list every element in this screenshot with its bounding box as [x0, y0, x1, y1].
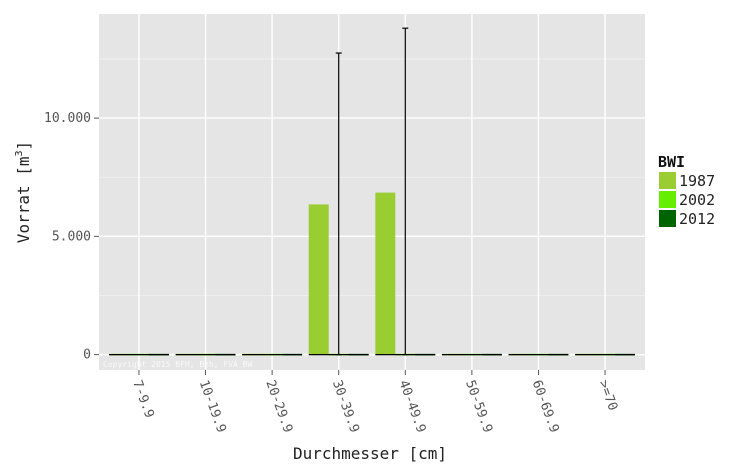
x-tick-label: 50-59.9 [462, 378, 495, 435]
x-tick-label: 30-39.9 [329, 378, 362, 435]
y-axis-title-superscript: 3 [14, 150, 25, 156]
x-axis-ticks: 7-9.9 10-19.9 20-29.9 30-39.9 40-49.9 50-59.9… [129, 370, 620, 435]
legend-swatch [659, 210, 676, 227]
legend-swatch [659, 191, 676, 208]
y-axis-title: Vorrat [m3] [14, 141, 33, 243]
copyright-watermark: Copyright 2015 BFH, Bzh, FVA BW [103, 360, 252, 369]
bars [108, 192, 636, 356]
y-axis-title-close: ] [14, 141, 33, 151]
x-tick-label: 7-9.9 [129, 378, 156, 420]
y-axis-ticks: 0 5.000 10.000 [44, 111, 99, 363]
x-tick-label: 60-69.9 [529, 378, 562, 435]
y-tick-label: 5.000 [52, 229, 91, 244]
y-tick-label: 0 [83, 348, 91, 363]
bar [308, 204, 329, 355]
y-tick-label: 10.000 [44, 111, 91, 126]
error-bars [335, 27, 409, 356]
plot-panel [99, 14, 645, 370]
legend-swatch [659, 172, 676, 189]
x-axis-title: Durchmesser [cm] [293, 444, 447, 463]
legend-title: BWI [658, 153, 685, 171]
x-tick-label: 40-49.9 [396, 378, 429, 435]
legend-label: 2002 [679, 191, 715, 209]
y-axis-title-main: Vorrat [m [14, 156, 33, 243]
bar [375, 192, 396, 355]
x-tick-label: 20-29.9 [262, 378, 295, 435]
legend-label: 2012 [679, 210, 715, 228]
x-tick-label: 10-19.9 [196, 378, 229, 435]
x-tick-label: >=70 [595, 378, 620, 413]
legend-label: 1987 [679, 172, 715, 190]
